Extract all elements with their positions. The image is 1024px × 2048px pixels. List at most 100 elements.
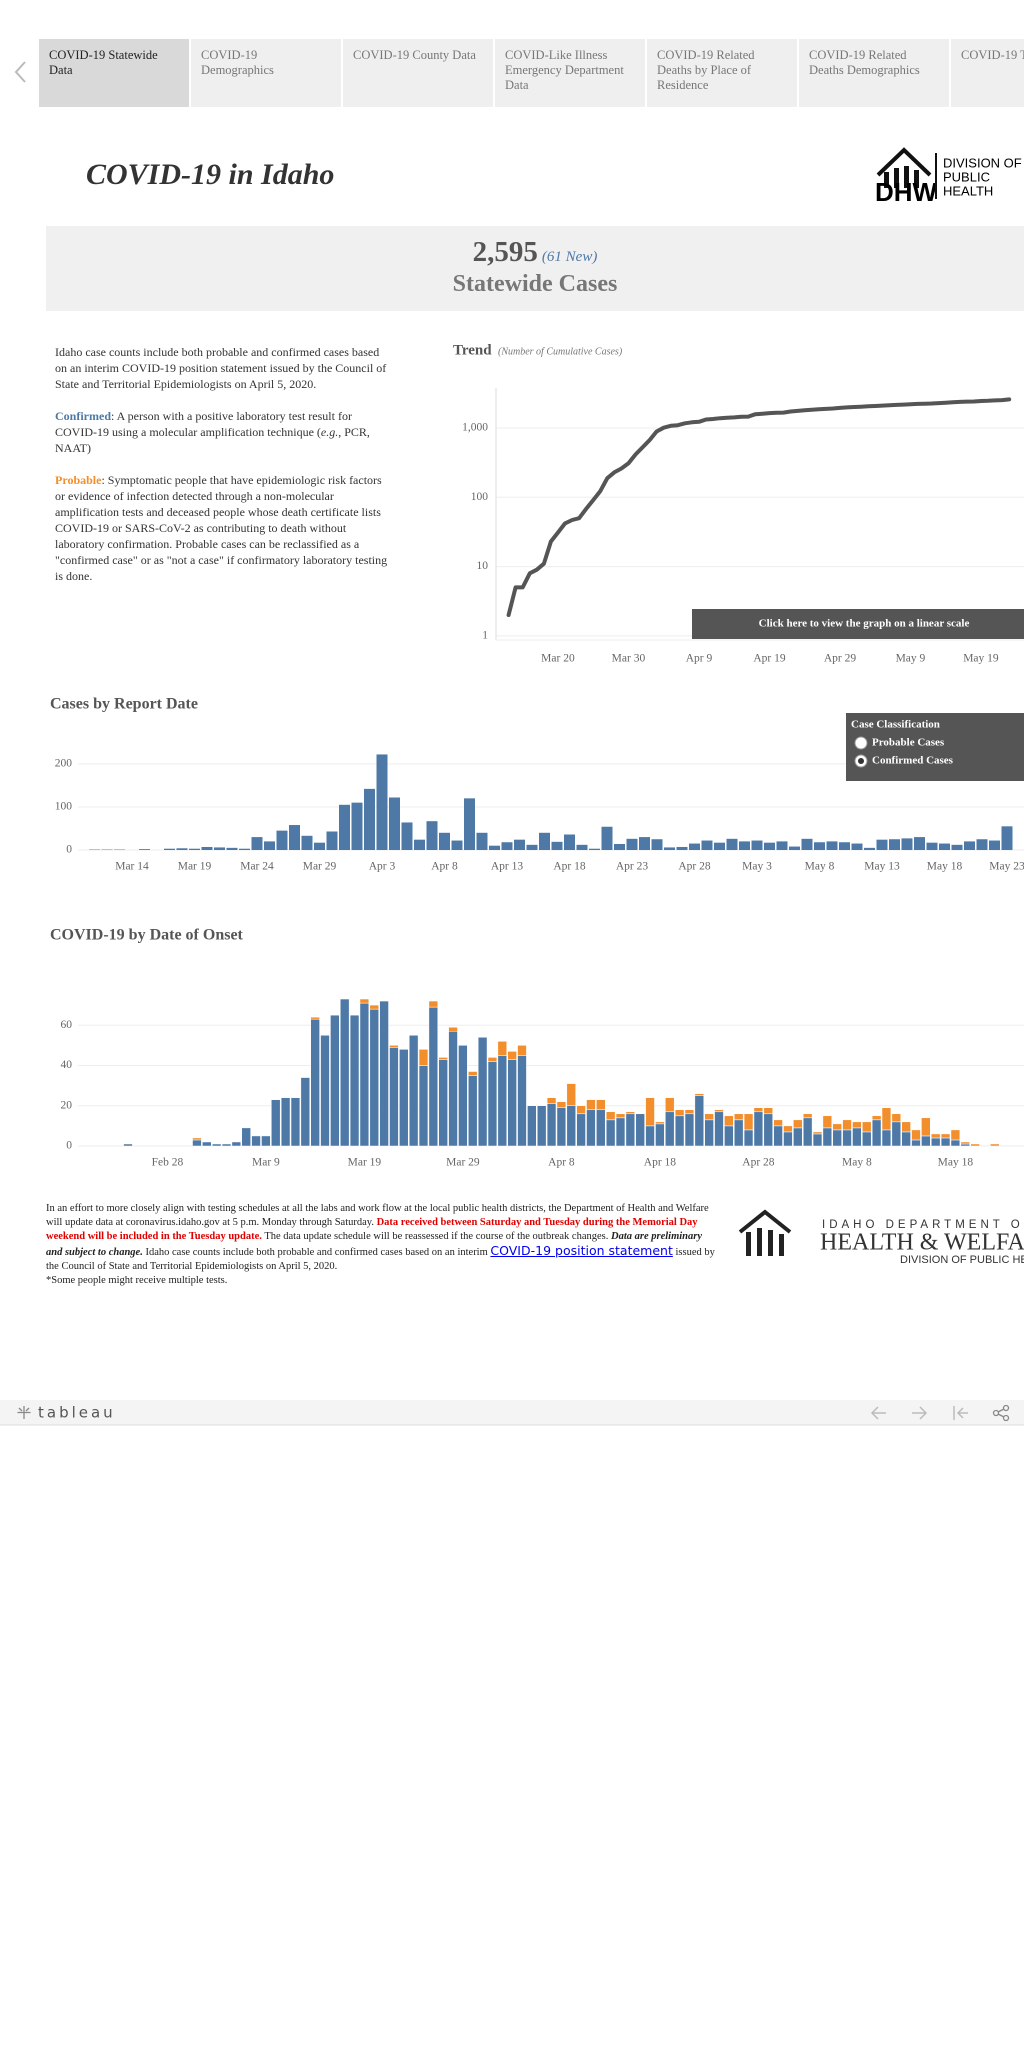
bar	[289, 825, 300, 850]
x-tick-label: May 8	[805, 861, 835, 873]
bar-segment	[330, 1014, 340, 1147]
legend-title: Case Classification	[851, 719, 940, 731]
bar	[251, 837, 263, 850]
bar	[901, 838, 913, 850]
x-tick-label: Mar 19	[348, 1157, 382, 1169]
linear-scale-button[interactable]	[692, 609, 1024, 639]
bar	[739, 841, 750, 850]
bar-segment	[438, 1057, 448, 1060]
bar-segment	[261, 1135, 271, 1147]
x-tick-label: May 19	[963, 653, 999, 665]
bar	[264, 841, 275, 850]
tab[interactable]: COVID-19 Statewide Data	[39, 39, 189, 107]
bar	[751, 840, 763, 850]
bar	[501, 842, 513, 850]
redo-button[interactable]	[912, 1406, 928, 1420]
bar	[714, 842, 725, 850]
undo-button[interactable]	[870, 1406, 886, 1420]
bar-segment	[694, 1095, 704, 1147]
bar-segment	[271, 1099, 281, 1147]
bar	[939, 843, 950, 850]
share-button[interactable]	[992, 1404, 1010, 1422]
tab[interactable]: COVID-19 Related Deaths by Place of Resi…	[647, 39, 797, 107]
bar-segment	[694, 1093, 704, 1096]
bar-segment	[674, 1115, 685, 1147]
bar-segment	[734, 1113, 744, 1121]
bar	[189, 848, 200, 850]
case-count: 2,595	[472, 236, 538, 268]
legend-option[interactable]: Confirmed Cases	[872, 755, 954, 767]
bar-segment	[921, 1117, 931, 1137]
bar-segment	[881, 1129, 892, 1147]
bar-segment	[300, 1077, 310, 1147]
revert-button[interactable]	[953, 1406, 968, 1420]
bar	[364, 788, 375, 850]
bar-segment	[655, 1121, 665, 1125]
bar-segment	[960, 1143, 970, 1147]
bar-segment	[586, 1099, 596, 1111]
y-tick-label: 0	[66, 844, 72, 856]
bar-segment	[950, 1129, 961, 1141]
bar-segment	[507, 1059, 517, 1147]
toolbar	[0, 1400, 1024, 1425]
bar-segment	[645, 1125, 655, 1147]
bar-segment	[871, 1119, 882, 1147]
bar-segment	[537, 1105, 547, 1147]
bar-segment	[911, 1139, 921, 1147]
footer-link[interactable]: COVID-19 position statement	[490, 1243, 673, 1258]
radio-button[interactable]	[854, 736, 868, 750]
bar-segment	[852, 1121, 862, 1129]
bar-segment	[507, 1051, 517, 1060]
footer-footnote: *Some people might receive multiple test…	[46, 1275, 228, 1286]
confirmed-definition: Confirmed: A person with a positive labo…	[55, 408, 390, 456]
tab[interactable]: COVID-19 County Data	[343, 39, 493, 107]
bar	[176, 848, 188, 850]
bar-segment	[202, 1141, 212, 1147]
page-title: COVID-19 in Idaho	[86, 158, 334, 191]
bar-segment	[399, 1049, 409, 1147]
bar	[526, 844, 538, 850]
new-cases: (61 New)	[541, 249, 598, 265]
bar-segment	[241, 1127, 251, 1147]
legend-option[interactable]: Probable Cases	[872, 737, 945, 749]
button-label[interactable]: Click here to view the graph on a linear…	[759, 618, 970, 630]
definition-text: : A person with a positive laboratory te…	[55, 409, 352, 439]
x-tick-label: Feb 28	[152, 1157, 184, 1169]
bar	[826, 841, 838, 850]
bar	[951, 844, 963, 850]
bar-segment	[310, 1016, 320, 1020]
bar-segment	[517, 1045, 527, 1056]
bar	[301, 835, 313, 850]
bar-segment	[497, 1055, 507, 1147]
x-tick-label: Mar 30	[612, 653, 646, 665]
bar-segment	[822, 1127, 833, 1147]
bar-segment	[665, 1097, 675, 1113]
bar	[401, 822, 413, 850]
bar-segment	[783, 1131, 793, 1147]
bar-segment	[566, 1083, 576, 1106]
bar-segment	[123, 1143, 133, 1147]
bar-segment	[714, 1111, 724, 1147]
bar-segment	[546, 1103, 557, 1147]
tab-scroll-left[interactable]	[14, 61, 26, 83]
bar-segment	[310, 1018, 320, 1147]
bar-segment	[931, 1133, 941, 1139]
bar	[601, 826, 613, 850]
tab[interactable]: COVID-Like Illness Emergency Department …	[495, 39, 645, 107]
bar-segment	[901, 1121, 911, 1133]
bar	[726, 838, 738, 850]
tab[interactable]: COVID-19 Related Deaths Demographics	[799, 39, 949, 107]
bar-segment	[359, 998, 370, 1004]
bar-segment	[379, 1000, 389, 1147]
tab[interactable]: COVID-19 Demographics	[191, 39, 341, 107]
radio-dot[interactable]	[858, 758, 864, 764]
bar	[214, 847, 225, 850]
bar	[439, 832, 450, 850]
bar-segment	[891, 1121, 901, 1147]
bar-segment	[605, 1119, 616, 1147]
tab[interactable]: COVID-19 T	[951, 39, 1024, 107]
bar-segment	[940, 1133, 951, 1139]
bar-segment	[615, 1113, 626, 1119]
bar	[651, 839, 663, 850]
